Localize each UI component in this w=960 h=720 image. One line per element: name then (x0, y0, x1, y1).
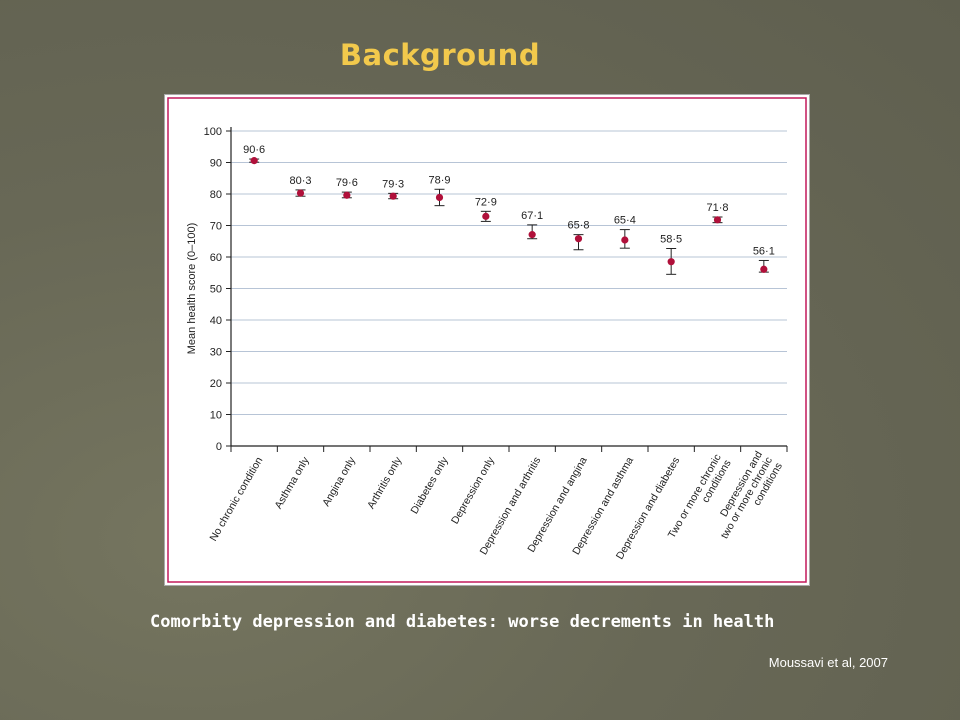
category-label: Diabetes only (408, 454, 451, 516)
data-point (713, 216, 722, 224)
category-label: Angina only (320, 454, 358, 508)
value-label: 65·4 (614, 215, 636, 227)
y-tick-label: 50 (210, 284, 222, 296)
y-tick-label: 60 (210, 252, 222, 264)
data-point (667, 258, 675, 266)
value-label: 71·8 (706, 202, 728, 214)
value-label: 67·1 (521, 210, 543, 222)
chart-figure: 0 10 20 30 40 50 60 70 80 90 100 Mean health score … (164, 94, 810, 586)
slide-caption: Comorbity depression and diabetes: worse… (150, 612, 775, 632)
data-point (250, 157, 258, 165)
category-label: No chronic condition (207, 455, 265, 544)
value-label: 80·3 (289, 175, 311, 187)
data-point (482, 212, 490, 220)
y-tick-label: 90 (210, 158, 222, 170)
value-label: 90·6 (243, 144, 265, 156)
y-tick-label: 100 (204, 126, 222, 138)
y-tick-label: 70 (210, 221, 222, 233)
value-label: 72·9 (475, 196, 497, 208)
y-tick-label: 0 (216, 441, 222, 453)
mean-health-score-chart: 0 10 20 30 40 50 60 70 80 90 100 Mean health score … (167, 97, 807, 583)
category-label: Depression only (449, 454, 497, 526)
data-point (621, 236, 629, 244)
chart-frame (167, 97, 807, 583)
data-point (296, 189, 305, 197)
y-tick-label: 80 (210, 189, 222, 201)
citation: Moussavi et al, 2007 (768, 655, 888, 670)
category-label: Arthritis only (365, 454, 405, 511)
value-label: 79·6 (336, 177, 358, 189)
y-tick-label: 30 (210, 347, 222, 359)
data-point (343, 191, 351, 199)
data-point (574, 235, 583, 243)
value-label: 79·3 (382, 178, 404, 190)
value-label: 65·8 (567, 220, 589, 232)
y-tick-label: 40 (210, 315, 222, 327)
data-point (760, 265, 768, 273)
value-label: 58·5 (660, 233, 682, 245)
value-label: 78·9 (428, 174, 450, 186)
y-tick-label: 10 (210, 410, 222, 422)
category-label: Asthma only (272, 454, 312, 511)
data-point (435, 193, 444, 202)
data-point (389, 192, 397, 200)
data-point (528, 231, 536, 239)
value-label: 56·1 (753, 245, 775, 257)
slide-title: Background (339, 38, 541, 72)
y-tick-label: 20 (210, 378, 222, 390)
y-axis-label: Mean health score (0–100) (186, 223, 198, 354)
